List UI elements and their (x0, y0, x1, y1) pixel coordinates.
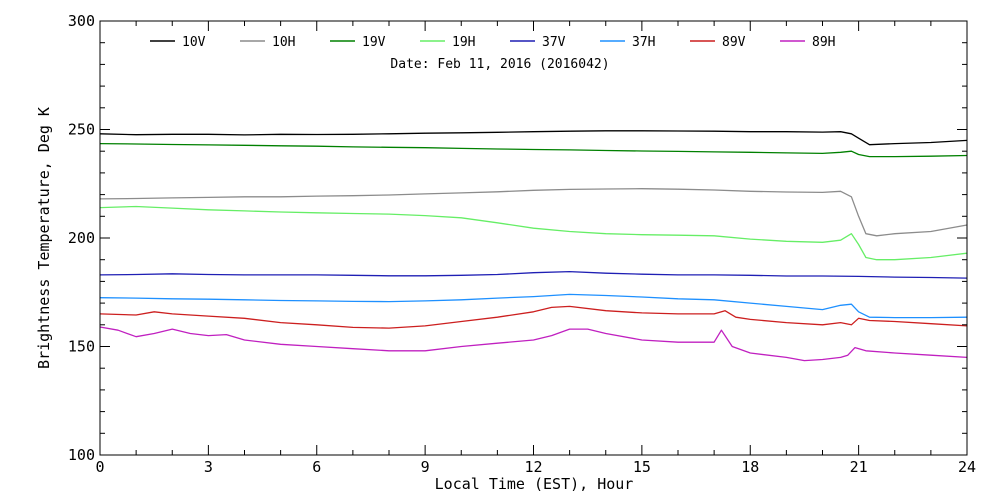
y-tick-label: 300 (68, 12, 95, 30)
x-tick-label: 9 (421, 458, 430, 476)
series-line-37H (99, 293, 968, 319)
plot-frame (99, 20, 968, 456)
y-tick-label: 200 (68, 229, 95, 247)
series-line-37V (99, 270, 968, 279)
plot-lines (99, 130, 968, 362)
y-tick-label: 150 (68, 338, 95, 356)
series-line-19H (99, 205, 968, 261)
y-tick-label: 100 (68, 446, 95, 464)
series-line-10V (99, 130, 968, 146)
legend-label-89V: 89V (722, 35, 746, 50)
x-tick-label: 3 (204, 458, 213, 476)
legend: 10V 10H 19V 19H 37V 37H 89V 89H (150, 35, 835, 50)
x-tick-label: 24 (958, 458, 976, 476)
legend-label-37V: 37V (542, 35, 566, 50)
series-line-89V (99, 305, 968, 329)
x-tick-label: 15 (633, 458, 651, 476)
legend-label-19H: 19H (452, 35, 475, 50)
legend-label-10V: 10V (182, 35, 206, 50)
axis-tick-labels: 0 3 6 9 12 15 18 21 24 100 150 200 250 300 (68, 12, 976, 476)
legend-label-10H: 10H (272, 35, 295, 50)
x-tick-label: 18 (741, 458, 759, 476)
series-line-10H (99, 188, 968, 237)
y-axis-label: Brightness Temperature, Deg K (35, 107, 53, 369)
series-line-19V (99, 142, 968, 158)
legend-label-89H: 89H (812, 35, 835, 50)
x-tick-label: 21 (850, 458, 868, 476)
legend-label-19V: 19V (362, 35, 386, 50)
x-tick-label: 12 (524, 458, 542, 476)
legend-label-37H: 37H (632, 35, 655, 50)
y-tick-label: 250 (68, 121, 95, 139)
x-axis-label: Local Time (EST), Hour (435, 475, 634, 493)
series-line-89H (99, 326, 968, 362)
date-annotation: Date: Feb 11, 2016 (2016042) (390, 57, 609, 72)
x-tick-label: 0 (95, 458, 104, 476)
x-tick-label: 6 (312, 458, 321, 476)
axis-ticks (99, 20, 968, 456)
